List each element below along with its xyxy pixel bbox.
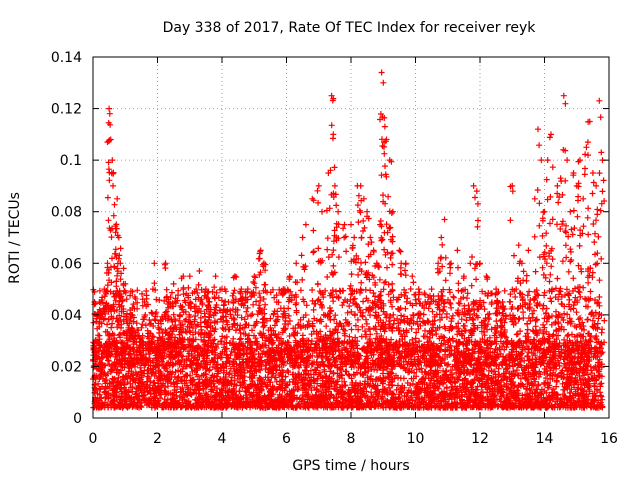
data-point <box>110 376 117 383</box>
data-point <box>489 349 496 356</box>
data-point <box>348 326 355 333</box>
data-point <box>163 286 170 293</box>
data-point <box>447 343 454 349</box>
data-point <box>525 379 532 386</box>
data-point <box>409 380 416 387</box>
data-point <box>296 395 303 402</box>
data-point <box>328 391 335 398</box>
data-point <box>412 296 419 303</box>
data-point <box>596 373 603 380</box>
data-point <box>137 364 144 371</box>
data-point <box>501 287 508 294</box>
data-point <box>492 346 499 352</box>
data-point <box>598 393 605 400</box>
data-point <box>323 323 330 330</box>
data-point <box>404 390 411 397</box>
data-point <box>276 372 282 378</box>
data-point <box>445 361 452 368</box>
data-point <box>390 311 397 318</box>
data-point <box>599 396 606 403</box>
data-point <box>248 312 254 319</box>
data-point <box>464 295 470 302</box>
data-point <box>598 380 605 387</box>
data-point <box>455 287 462 294</box>
data-point <box>230 321 237 328</box>
data-point <box>443 384 450 391</box>
data-point <box>262 301 269 308</box>
data-point <box>339 302 346 309</box>
data-point <box>231 287 238 294</box>
data-point <box>110 383 117 390</box>
data-point <box>513 367 520 374</box>
data-point <box>310 306 317 313</box>
data-point <box>596 294 603 300</box>
data-point <box>413 373 420 380</box>
chart-title: Day 338 of 2017, Rate Of TEC Index for r… <box>163 20 537 36</box>
data-point <box>541 379 548 386</box>
data-point <box>130 301 137 308</box>
data-point <box>540 302 547 309</box>
data-point <box>134 287 141 294</box>
data-point <box>297 287 304 294</box>
data-point <box>526 288 533 295</box>
data-point <box>488 341 495 348</box>
data-point <box>345 371 352 378</box>
data-points <box>90 69 608 411</box>
data-point <box>407 382 414 389</box>
